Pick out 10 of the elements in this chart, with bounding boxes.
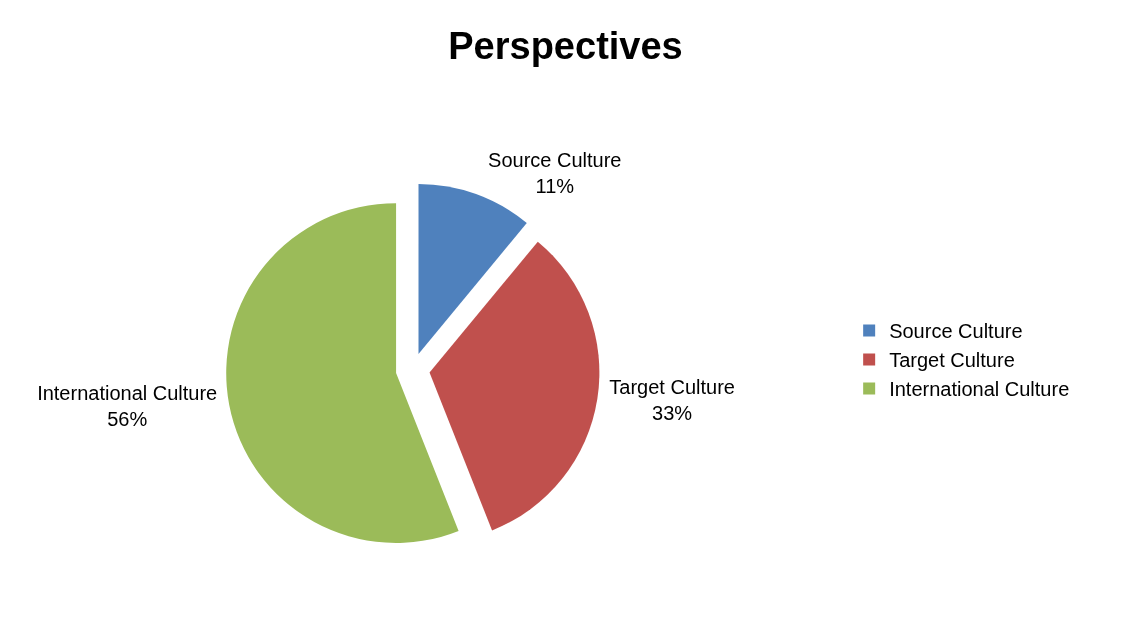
data-label: 33% (652, 401, 693, 424)
legend-label: International Culture (889, 378, 1070, 401)
slice-label: Source Culture (488, 148, 622, 171)
data-label: 56% (107, 407, 148, 430)
chart-title: Perspectives (448, 24, 683, 67)
data-label: 11% (535, 174, 575, 197)
legend-label: Target Culture (889, 349, 1015, 372)
slice-label: Target Culture (609, 375, 735, 398)
legend-label: Source Culture (889, 320, 1023, 343)
slice-label: International Culture (37, 381, 218, 404)
